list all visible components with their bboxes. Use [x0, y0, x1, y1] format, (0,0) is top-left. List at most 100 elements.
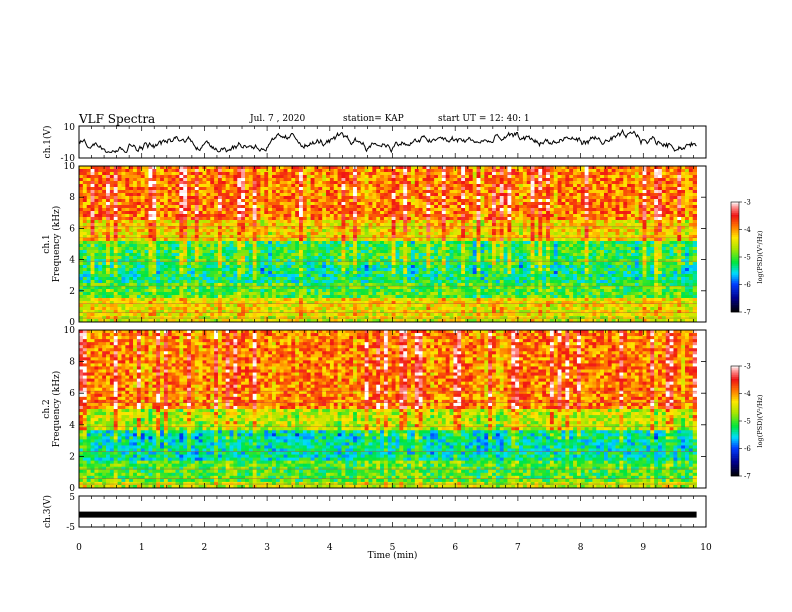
- psd-cell: [530, 193, 535, 197]
- psd-cell: [441, 193, 447, 197]
- psd-cell: [526, 169, 532, 173]
- psd-cell: [426, 184, 431, 188]
- psd-cell: [484, 199, 489, 203]
- psd-cell: [418, 193, 423, 197]
- psd-cell: [472, 226, 477, 230]
- psd-cell: [383, 190, 389, 194]
- psd-cell: [553, 250, 559, 254]
- psd-cell: [665, 199, 670, 203]
- psd-cell: [221, 232, 227, 236]
- psd-cell: [241, 178, 246, 182]
- psd-cell: [480, 202, 485, 206]
- psd-cell: [584, 256, 589, 260]
- psd-cell: [565, 175, 570, 179]
- psd-cell: [650, 181, 655, 185]
- psd-cell: [642, 217, 647, 221]
- psd-cell: [299, 232, 304, 236]
- psd-cell: [179, 250, 184, 254]
- psd-cell: [353, 199, 358, 203]
- psd-cell: [488, 226, 493, 230]
- psd-cell: [248, 190, 254, 194]
- psd-cell: [82, 193, 88, 197]
- psd-cell: [511, 196, 516, 200]
- psd-cell: [322, 172, 327, 176]
- psd-cell: [600, 244, 605, 248]
- psd-cell: [530, 172, 535, 176]
- psd-cell: [611, 211, 616, 215]
- psd-cell: [244, 256, 250, 260]
- psd-cell: [129, 184, 134, 188]
- psd-cell: [106, 184, 111, 188]
- psd-cell: [198, 220, 203, 224]
- psd-cell: [229, 196, 234, 200]
- psd-cell: [434, 229, 439, 233]
- psd-cell: [291, 256, 296, 260]
- psd-cell: [557, 211, 562, 215]
- psd-cell: [515, 220, 520, 224]
- psd-cell: [179, 238, 184, 242]
- psd-cell: [673, 181, 678, 185]
- psd-cell: [233, 190, 238, 194]
- psd-cell: [380, 184, 385, 188]
- psd-cell: [268, 223, 273, 227]
- psd-cell: [175, 205, 180, 209]
- psd-cell: [526, 223, 532, 227]
- psd-cell: [681, 187, 686, 191]
- psd-cell: [295, 247, 300, 251]
- psd-cell: [333, 241, 339, 245]
- psd-cell: [688, 220, 694, 224]
- psd-cell: [341, 217, 346, 221]
- psd-cell: [156, 241, 161, 245]
- psd-cell: [102, 259, 107, 263]
- psd-cell: [615, 193, 620, 197]
- psd-cell: [437, 175, 443, 179]
- psd-cell: [295, 241, 300, 245]
- psd-cell: [244, 229, 250, 233]
- psd-cell: [395, 196, 400, 200]
- psd-cell: [588, 229, 593, 233]
- psd-cell: [299, 169, 304, 173]
- psd-cell: [372, 247, 377, 251]
- psd-cell: [295, 250, 300, 254]
- psd-cell: [86, 169, 91, 173]
- psd-cell: [615, 241, 620, 245]
- psd-cell: [364, 187, 369, 191]
- psd-cell: [418, 238, 423, 242]
- psd-cell: [611, 241, 616, 245]
- psd-cell: [190, 172, 196, 176]
- psd-cell: [488, 202, 493, 206]
- psd-cell: [244, 241, 250, 245]
- psd-cell: [383, 196, 389, 200]
- psd-cell: [630, 196, 636, 200]
- psd-cell: [171, 172, 176, 176]
- psd-cell: [600, 181, 605, 185]
- psd-cell: [542, 178, 547, 182]
- psd-cell: [650, 229, 655, 233]
- psd-cell: [619, 244, 624, 248]
- psd-cell: [125, 178, 130, 182]
- psd-cell: [221, 226, 227, 230]
- psd-cell: [519, 250, 524, 254]
- psd-cell: [133, 256, 138, 260]
- psd-cell: [654, 220, 659, 224]
- psd-cell: [646, 220, 651, 224]
- psd-cell: [79, 238, 84, 242]
- psd-cell: [179, 253, 184, 257]
- psd-cell: [248, 247, 254, 251]
- psd-cell: [102, 196, 107, 200]
- psd-cell: [252, 202, 257, 206]
- psd-cell: [310, 256, 315, 260]
- psd-cell: [187, 199, 192, 203]
- psd-cell: [341, 202, 346, 206]
- psd-cell: [202, 205, 207, 209]
- psd-cell: [113, 175, 118, 179]
- psd-cell: [519, 229, 524, 233]
- psd-cell: [187, 205, 192, 209]
- psd-cell: [275, 220, 281, 224]
- psd-cell: [148, 181, 153, 185]
- psd-cell: [283, 229, 288, 233]
- psd-cell: [233, 235, 238, 239]
- psd-cell: [360, 226, 366, 230]
- psd-cell: [588, 238, 593, 242]
- psd-cell: [314, 178, 319, 182]
